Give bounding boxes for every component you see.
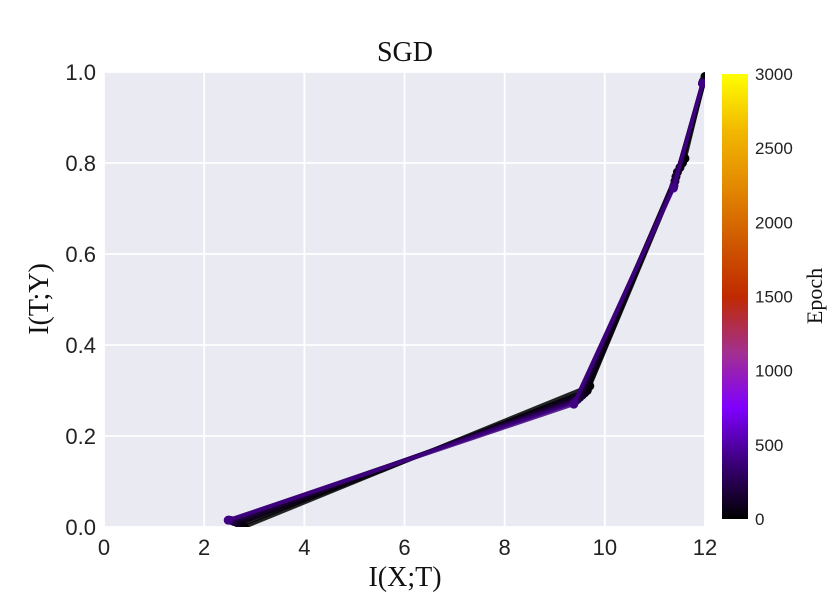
series-line-7: [226, 81, 705, 523]
series-point-7-1: [668, 183, 678, 193]
series-point-7-3: [223, 515, 233, 525]
colorbar-tick-label: 2500: [755, 139, 793, 158]
y-tick-label: 0.6: [65, 242, 96, 267]
series-point-7-0: [697, 78, 705, 88]
x-tick-label: 4: [298, 535, 310, 560]
y-tick-label: 0.4: [65, 333, 96, 358]
colorbar-tick-label: 0: [755, 510, 764, 529]
colorbar-tick-label: 1500: [755, 288, 793, 307]
x-tick-label: 2: [198, 535, 210, 560]
x-tick-label: 6: [398, 535, 410, 560]
colorbar-tick-label: 1000: [755, 362, 793, 381]
x-tick-labels: 0 2 4 6 8 10 12: [98, 535, 717, 560]
y-tick-label: 0.2: [65, 424, 96, 449]
colorbar-tick-label: 2000: [755, 213, 793, 232]
y-axis-label: I(T;Y): [24, 263, 55, 335]
colorbar: [722, 74, 748, 519]
colorbar-tick-label: 3000: [755, 65, 793, 84]
colorbar-label: Epoch: [802, 268, 827, 324]
x-tick-label: 0: [98, 535, 110, 560]
y-tick-label: 1.0: [65, 60, 96, 85]
y-tick-label: 0.8: [65, 151, 96, 176]
x-tick-label: 8: [499, 535, 511, 560]
y-tick-label: 0.0: [65, 515, 96, 540]
x-axis-label: I(X;T): [368, 562, 441, 593]
x-tick-label: 10: [593, 535, 617, 560]
colorbar-tick-label: 500: [755, 436, 783, 455]
chart-title: SGD: [377, 37, 433, 68]
x-tick-label: 12: [693, 535, 717, 560]
y-tick-labels: 0.0 0.2 0.4 0.6 0.8 1.0: [65, 60, 96, 540]
colorbar-tick-labels: 0 500 1000 1500 2000 2500 3000: [755, 65, 793, 529]
series-point-7-2: [569, 399, 579, 409]
data-series: [223, 72, 705, 527]
